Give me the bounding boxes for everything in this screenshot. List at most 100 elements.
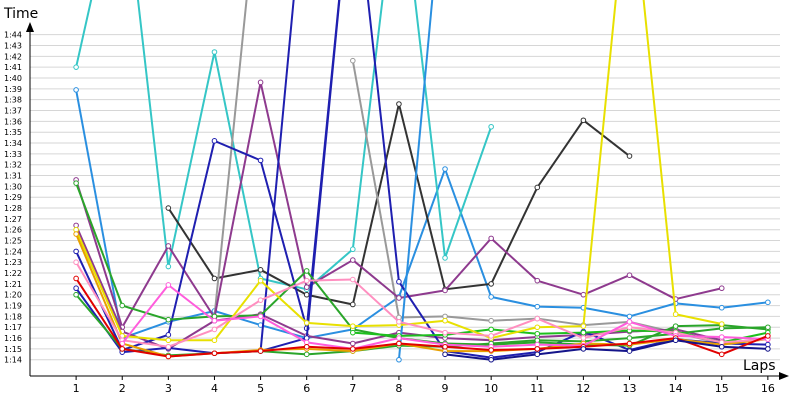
x-tick-label: 12 (576, 382, 590, 395)
series-line (75, 261, 768, 348)
series-line (75, 81, 722, 329)
data-point (396, 278, 402, 285)
y-tick-label: 1:24 (4, 247, 22, 256)
data-point (396, 295, 402, 301)
data-point (257, 313, 264, 320)
series-3 (137, 0, 494, 293)
data-point (303, 268, 310, 274)
data-point (211, 350, 218, 357)
y-tick-label: 1:31 (4, 172, 22, 181)
data-point (211, 275, 218, 282)
data-point (626, 324, 633, 331)
y-tick-label: 1:16 (4, 334, 22, 343)
x-tick-label: 5 (257, 382, 264, 395)
y-tick-label: 1:32 (4, 161, 22, 170)
data-point (534, 351, 541, 358)
data-point (73, 275, 79, 282)
data-point (488, 356, 494, 363)
data-point (580, 117, 587, 124)
data-point (396, 340, 402, 347)
x-axis-ticks: 1 2 3 4 5 6 7 8 9 10 11 12 13 14 15 16 (73, 376, 775, 395)
data-point (765, 346, 771, 352)
y-tick-label: 1:23 (4, 258, 22, 267)
series-line (259, 0, 295, 352)
data-point (626, 348, 633, 354)
x-tick-label: 4 (211, 382, 218, 395)
data-point (119, 340, 126, 347)
series-line (75, 0, 93, 68)
y-tick-label: 1:40 (4, 74, 22, 83)
data-point (718, 351, 725, 358)
data-point (165, 343, 172, 350)
data-point (626, 319, 633, 325)
data-point (211, 317, 218, 324)
data-point (534, 277, 541, 284)
data-point (257, 267, 264, 273)
data-point (303, 284, 310, 290)
data-point (488, 333, 494, 339)
data-point (350, 246, 356, 253)
series-19 (73, 275, 771, 360)
data-point (73, 180, 79, 186)
data-point (73, 64, 79, 70)
series-15 (73, 0, 725, 344)
data-point (165, 243, 172, 249)
x-tick-label: 7 (349, 382, 356, 395)
data-point (396, 101, 402, 107)
data-point (396, 335, 402, 341)
y-tick-label: 1:44 (4, 31, 22, 40)
data-point (534, 346, 541, 352)
series-6 (73, 79, 725, 331)
data-point (626, 153, 633, 159)
data-point (626, 335, 633, 341)
y-tick-label: 1:17 (4, 323, 22, 332)
data-point (580, 335, 587, 341)
data-point (257, 79, 264, 86)
data-point (580, 346, 587, 352)
y-tick-label: 1:15 (4, 345, 22, 354)
series-line (75, 89, 768, 340)
y-tick-label: 1:20 (4, 291, 22, 300)
data-point (672, 337, 679, 344)
data-point (718, 334, 725, 340)
y-tick-label: 1:37 (4, 107, 22, 116)
data-point (718, 304, 725, 311)
data-point (73, 248, 79, 255)
y-tick-label: 1:41 (4, 63, 22, 72)
data-point (257, 157, 264, 164)
data-point (350, 340, 356, 347)
y-axis-title: Time (3, 6, 38, 22)
y-tick-label: 1:42 (4, 52, 22, 61)
data-point (765, 324, 771, 331)
data-point (303, 320, 310, 326)
data-point (303, 343, 310, 350)
data-point (488, 123, 494, 130)
data-point (534, 315, 541, 322)
data-point (534, 303, 541, 310)
data-point (211, 49, 218, 55)
data-point (211, 326, 218, 333)
y-tick-label: 1:35 (4, 128, 22, 137)
data-point (765, 299, 771, 306)
data-point (211, 337, 218, 344)
data-point (350, 346, 356, 352)
series-11 (396, 0, 434, 363)
series-line (75, 0, 768, 359)
data-point (534, 330, 541, 337)
data-point (442, 317, 448, 324)
x-tick-label: 15 (715, 382, 729, 395)
y-tick-label: 1:43 (4, 42, 22, 51)
data-point (350, 257, 356, 263)
data-point (165, 316, 172, 323)
data-point (119, 346, 126, 352)
y-tick-label: 1:34 (4, 139, 22, 148)
series-line (137, 0, 493, 291)
data-point (488, 326, 494, 333)
x-tick-label: 9 (442, 382, 449, 395)
series-line (444, 339, 768, 361)
axes: Time Laps (3, 6, 789, 380)
data-point (672, 323, 679, 329)
y-tick-label: 1:27 (4, 215, 22, 224)
x-tick-label: 11 (530, 382, 544, 395)
data-point (73, 259, 79, 266)
